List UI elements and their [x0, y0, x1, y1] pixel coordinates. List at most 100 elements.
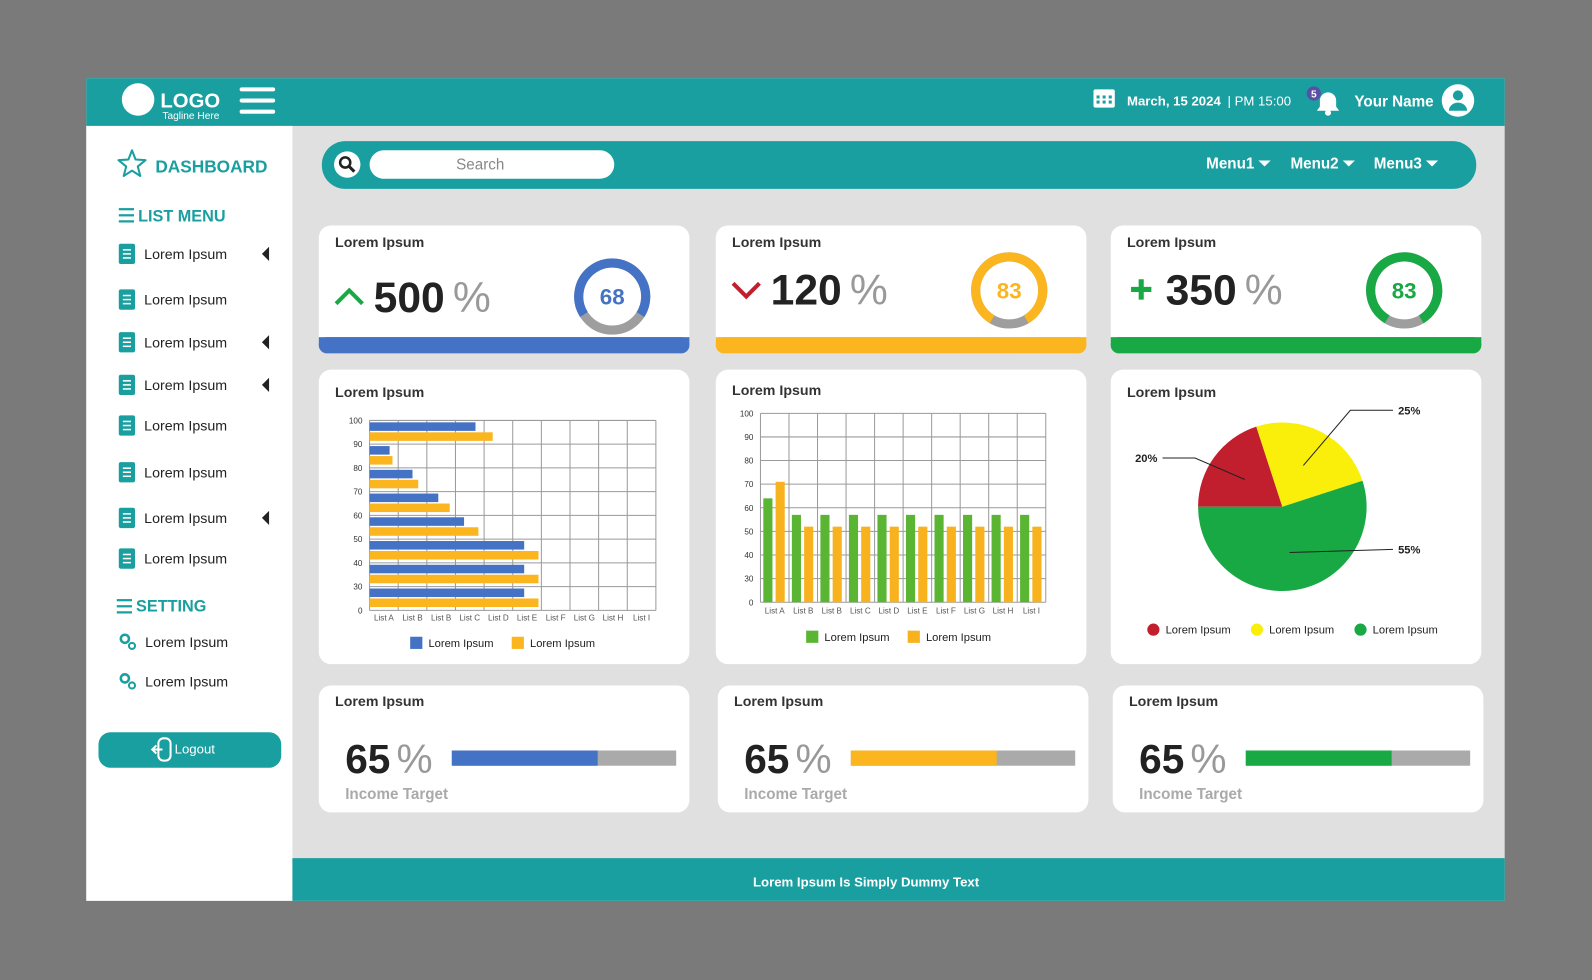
target-caption: Income Target: [1139, 786, 1242, 803]
list-item[interactable]: Lorem Ipsum: [118, 289, 227, 310]
nav-menu-label: Menu1: [1206, 156, 1255, 173]
gauge-label: 83: [997, 279, 1022, 304]
x-tick-label: List G: [964, 606, 985, 615]
y-tick-label: 0: [749, 598, 754, 607]
bell-icon: [1316, 92, 1340, 111]
list-item[interactable]: Lorem Ipsum: [118, 415, 227, 436]
list-item[interactable]: Lorem Ipsum: [118, 332, 270, 353]
y-tick-label: 100: [349, 416, 363, 425]
bell-clapper: [1324, 109, 1332, 116]
notifications[interactable]: 5: [1306, 86, 1340, 116]
y-tick-label: 60: [353, 511, 363, 520]
logout-button[interactable]: Logout: [98, 732, 282, 768]
nav-menu-label: Menu3: [1374, 156, 1422, 173]
list-item[interactable]: Lorem Ipsum: [118, 548, 227, 569]
x-tick-label: List H: [603, 613, 624, 622]
card-title: Lorem Ipsum: [335, 694, 424, 710]
nav-menu[interactable]: Menu3: [1374, 156, 1439, 173]
list-item-label: Lorem Ipsum: [144, 247, 227, 263]
kpi-value-text: 350%: [1166, 267, 1283, 315]
calendar-cell: [1096, 100, 1100, 104]
kpi-unit: %: [1245, 267, 1283, 315]
setting-heading: SETTING: [136, 597, 206, 615]
bar: [775, 481, 785, 603]
progress-fill: [850, 750, 997, 766]
tagline: Tagline Here: [162, 111, 219, 122]
setting-item-label: Lorem Ipsum: [145, 635, 228, 651]
legend-label: Lorem Ipsum: [926, 632, 991, 644]
y-tick-label: 90: [353, 440, 363, 449]
card-title: Lorem Ipsum: [1129, 694, 1218, 710]
list-item[interactable]: Lorem Ipsum: [118, 243, 270, 265]
legend-swatch: [806, 630, 819, 643]
logout-bg: [98, 732, 282, 768]
gear-icon: [119, 633, 131, 645]
search-input[interactable]: Search: [369, 150, 615, 179]
trend-plus-icon: [1131, 279, 1152, 300]
bar: [369, 550, 539, 560]
y-tick-label: 60: [744, 504, 754, 513]
list-item-label: Lorem Ipsum: [144, 335, 227, 351]
list-item[interactable]: Lorem Ipsum: [118, 462, 227, 483]
kpi-value: 500: [374, 274, 445, 322]
legend-label: Lorem Ipsum: [824, 632, 889, 644]
bar: [369, 422, 476, 431]
bar: [832, 526, 842, 603]
toolbar: [321, 141, 1477, 189]
target-card: [1112, 685, 1484, 813]
leader-line: [1302, 409, 1393, 466]
legend-label: Lorem Ipsum: [1269, 625, 1334, 637]
progress-fill: [451, 750, 598, 766]
legend-swatch: [410, 636, 423, 649]
menu-toggle[interactable]: [239, 87, 276, 114]
card-title: Lorem Ipsum: [734, 694, 823, 710]
nav-menu-caret: [1258, 160, 1271, 167]
target-card: [318, 685, 690, 813]
y-tick-label: 80: [353, 464, 363, 473]
bar: [975, 526, 985, 603]
footer-text: Lorem Ipsum Is Simply Dummy Text: [753, 875, 980, 890]
avatar[interactable]: [1441, 84, 1475, 117]
logout-label: Logout: [175, 742, 216, 757]
bar: [369, 446, 390, 455]
pie-slice: [1198, 480, 1367, 592]
target-value-text: 65%: [1139, 736, 1226, 782]
list-item[interactable]: Lorem Ipsum: [118, 507, 270, 529]
bar: [369, 527, 479, 536]
dashboard-link[interactable]: DASHBOARD: [155, 157, 267, 177]
target-unit: %: [1190, 736, 1226, 782]
bar: [848, 514, 859, 603]
trend-down-icon: [731, 281, 761, 300]
kpi-value-text: 500%: [374, 274, 491, 322]
list-item-label: Lorem Ipsum: [144, 465, 227, 481]
nav-menu[interactable]: Menu2: [1290, 156, 1355, 173]
card-title: Lorem Ipsum: [335, 385, 424, 401]
x-tick-label: List F: [546, 613, 566, 622]
list-item[interactable]: Lorem Ipsum: [118, 374, 270, 396]
setting-item[interactable]: Lorem Ipsum: [119, 673, 228, 691]
list-item-label: Lorem Ipsum: [144, 378, 227, 394]
legend-swatch: [511, 636, 524, 649]
kpi-strip-top: [715, 337, 1087, 346]
bar: [369, 574, 539, 584]
y-tick-label: 40: [744, 551, 754, 560]
notification-count: 5: [1311, 89, 1317, 100]
calendar-cell: [1096, 95, 1100, 99]
legend-label: Lorem Ipsum: [530, 638, 595, 650]
list-heading: LIST MENU: [138, 207, 225, 225]
nav-menu[interactable]: Menu1: [1206, 156, 1271, 173]
expand-arrow: [261, 246, 270, 261]
bar: [369, 432, 493, 441]
target-unit: %: [396, 736, 432, 782]
setting-item[interactable]: Lorem Ipsum: [119, 633, 228, 651]
bar: [918, 526, 928, 603]
calendar-cell: [1102, 100, 1106, 104]
target-value-text: 65%: [345, 736, 432, 782]
card-title: Lorem Ipsum: [1127, 385, 1216, 401]
avatar-head: [1452, 90, 1464, 101]
bar: [369, 541, 525, 550]
search-button[interactable]: [334, 151, 361, 178]
user-name[interactable]: Your Name: [1354, 94, 1433, 111]
search-handle: [348, 165, 356, 173]
